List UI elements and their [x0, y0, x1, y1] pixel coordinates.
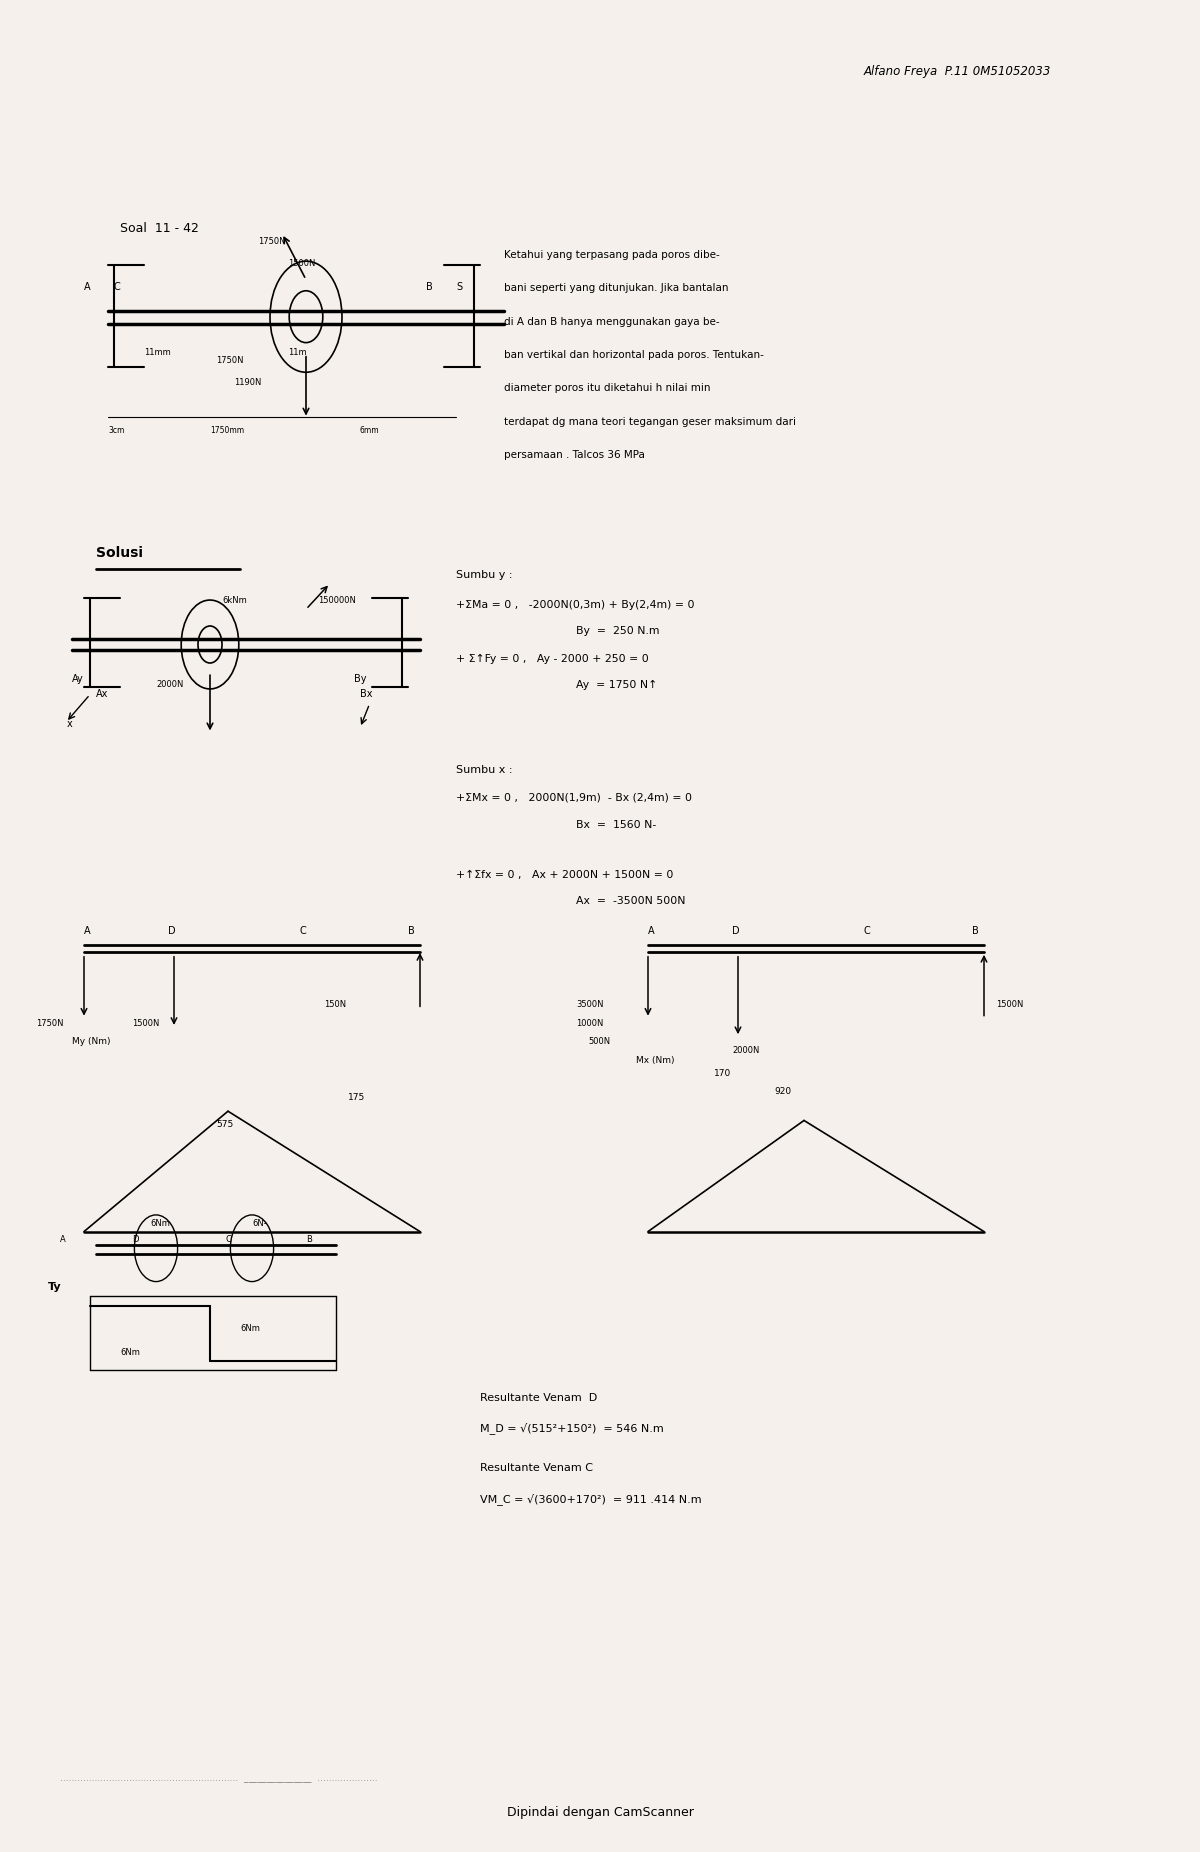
Text: Bx: Bx [360, 689, 372, 698]
Text: bani seperti yang ditunjukan. Jika bantalan: bani seperti yang ditunjukan. Jika banta… [504, 283, 728, 293]
Text: D: D [168, 926, 175, 935]
Text: ban vertikal dan horizontal pada poros. Tentukan-: ban vertikal dan horizontal pada poros. … [504, 350, 764, 359]
Text: 6Nm: 6Nm [240, 1324, 260, 1333]
Text: Mx (Nm): Mx (Nm) [636, 1056, 674, 1065]
Text: Ax: Ax [96, 689, 108, 698]
Text: C: C [226, 1235, 232, 1245]
Text: x: x [67, 719, 73, 728]
Text: Ay  = 1750 N↑: Ay = 1750 N↑ [576, 680, 658, 689]
Text: 1750N: 1750N [258, 237, 286, 246]
Text: S: S [456, 282, 462, 291]
Text: + Σ↑Fy = 0 ,   Ay - 2000 + 250 = 0: + Σ↑Fy = 0 , Ay - 2000 + 250 = 0 [456, 654, 649, 663]
Text: 1500N: 1500N [288, 259, 316, 269]
Text: 500N: 500N [588, 1037, 610, 1046]
Text: +ΣMa = 0 ,   -2000N(0,3m) + By(2,4m) = 0: +ΣMa = 0 , -2000N(0,3m) + By(2,4m) = 0 [456, 600, 695, 609]
Text: D: D [732, 926, 739, 935]
Text: Sumbu x :: Sumbu x : [456, 765, 512, 774]
Text: Solusi: Solusi [96, 546, 143, 561]
Text: Resultante Venam  D: Resultante Venam D [480, 1393, 598, 1402]
Text: diameter poros itu diketahui h nilai min: diameter poros itu diketahui h nilai min [504, 383, 710, 393]
Text: B: B [306, 1235, 312, 1245]
Text: 2000N: 2000N [156, 680, 184, 689]
Text: By: By [354, 674, 366, 683]
Text: 1750mm: 1750mm [210, 426, 244, 435]
Text: Soal  11 - 42: Soal 11 - 42 [120, 222, 199, 235]
Text: B: B [972, 926, 979, 935]
Text: persamaan . Talcos 36 MPa: persamaan . Talcos 36 MPa [504, 450, 644, 459]
Text: +↑Σfx = 0 ,   Ax + 2000N + 1500N = 0: +↑Σfx = 0 , Ax + 2000N + 1500N = 0 [456, 870, 673, 880]
Text: Bx  =  1560 N-: Bx = 1560 N- [576, 820, 656, 830]
Text: 1190N: 1190N [234, 378, 262, 387]
Text: 920: 920 [774, 1087, 791, 1096]
Text: D: D [132, 1235, 138, 1245]
Text: My (Nm): My (Nm) [72, 1037, 110, 1046]
Text: A: A [84, 926, 91, 935]
Text: VM_C = √(3600+170²)  = 911 .414 N.m: VM_C = √(3600+170²) = 911 .414 N.m [480, 1493, 702, 1504]
Text: C: C [864, 926, 871, 935]
Text: 1500N: 1500N [996, 1000, 1024, 1009]
Text: 150N: 150N [324, 1000, 346, 1009]
Text: +ΣMx = 0 ,   2000N(1,9m)  - Bx (2,4m) = 0: +ΣMx = 0 , 2000N(1,9m) - Bx (2,4m) = 0 [456, 793, 692, 802]
Text: 3500N: 3500N [576, 1000, 604, 1009]
Text: B: B [426, 282, 433, 291]
Text: Sumbu y :: Sumbu y : [456, 570, 512, 580]
Text: Dipindai dengan CamScanner: Dipindai dengan CamScanner [506, 1806, 694, 1819]
Text: M_D = √(515²+150²)  = 546 N.m: M_D = √(515²+150²) = 546 N.m [480, 1422, 664, 1433]
Text: Ketahui yang terpasang pada poros dibe-: Ketahui yang terpasang pada poros dibe- [504, 250, 720, 259]
Text: 170: 170 [714, 1069, 731, 1078]
Text: Ax  =  -3500N 500N: Ax = -3500N 500N [576, 896, 685, 906]
Text: 6Nm: 6Nm [120, 1348, 140, 1358]
Text: 1500N: 1500N [132, 1019, 160, 1028]
Text: 3cm: 3cm [108, 426, 125, 435]
Text: 1000N: 1000N [576, 1019, 604, 1028]
Text: C: C [114, 282, 121, 291]
Text: 6mm: 6mm [360, 426, 379, 435]
Text: 6Nm: 6Nm [150, 1219, 170, 1228]
Text: C: C [300, 926, 307, 935]
Text: 575: 575 [216, 1120, 233, 1130]
Text: Alfano Freya  P.11 0M51052033: Alfano Freya P.11 0M51052033 [864, 65, 1051, 78]
Text: A: A [84, 282, 91, 291]
Text: 6N-: 6N- [252, 1219, 266, 1228]
Text: A: A [60, 1235, 66, 1245]
Text: Ay: Ay [72, 674, 84, 683]
Text: 150000N: 150000N [318, 596, 356, 606]
Text: terdapat dg mana teori tegangan geser maksimum dari: terdapat dg mana teori tegangan geser ma… [504, 417, 796, 426]
Text: By  =  250 N.m: By = 250 N.m [576, 626, 660, 635]
Text: Resultante Venam C: Resultante Venam C [480, 1463, 593, 1472]
Text: di A dan B hanya menggunakan gaya be-: di A dan B hanya menggunakan gaya be- [504, 317, 720, 326]
Text: 2000N: 2000N [732, 1046, 760, 1056]
Text: A: A [648, 926, 655, 935]
Text: Ty: Ty [48, 1282, 61, 1291]
Text: 6kNm: 6kNm [222, 596, 247, 606]
Text: 1750N: 1750N [36, 1019, 64, 1028]
Text: ..............................................................  _______________ : ........................................… [60, 1774, 378, 1783]
Text: 11m: 11m [288, 348, 307, 357]
Text: B: B [408, 926, 415, 935]
Text: 175: 175 [348, 1093, 365, 1102]
Text: 11mm: 11mm [144, 348, 170, 357]
Text: 1750N: 1750N [216, 356, 244, 365]
